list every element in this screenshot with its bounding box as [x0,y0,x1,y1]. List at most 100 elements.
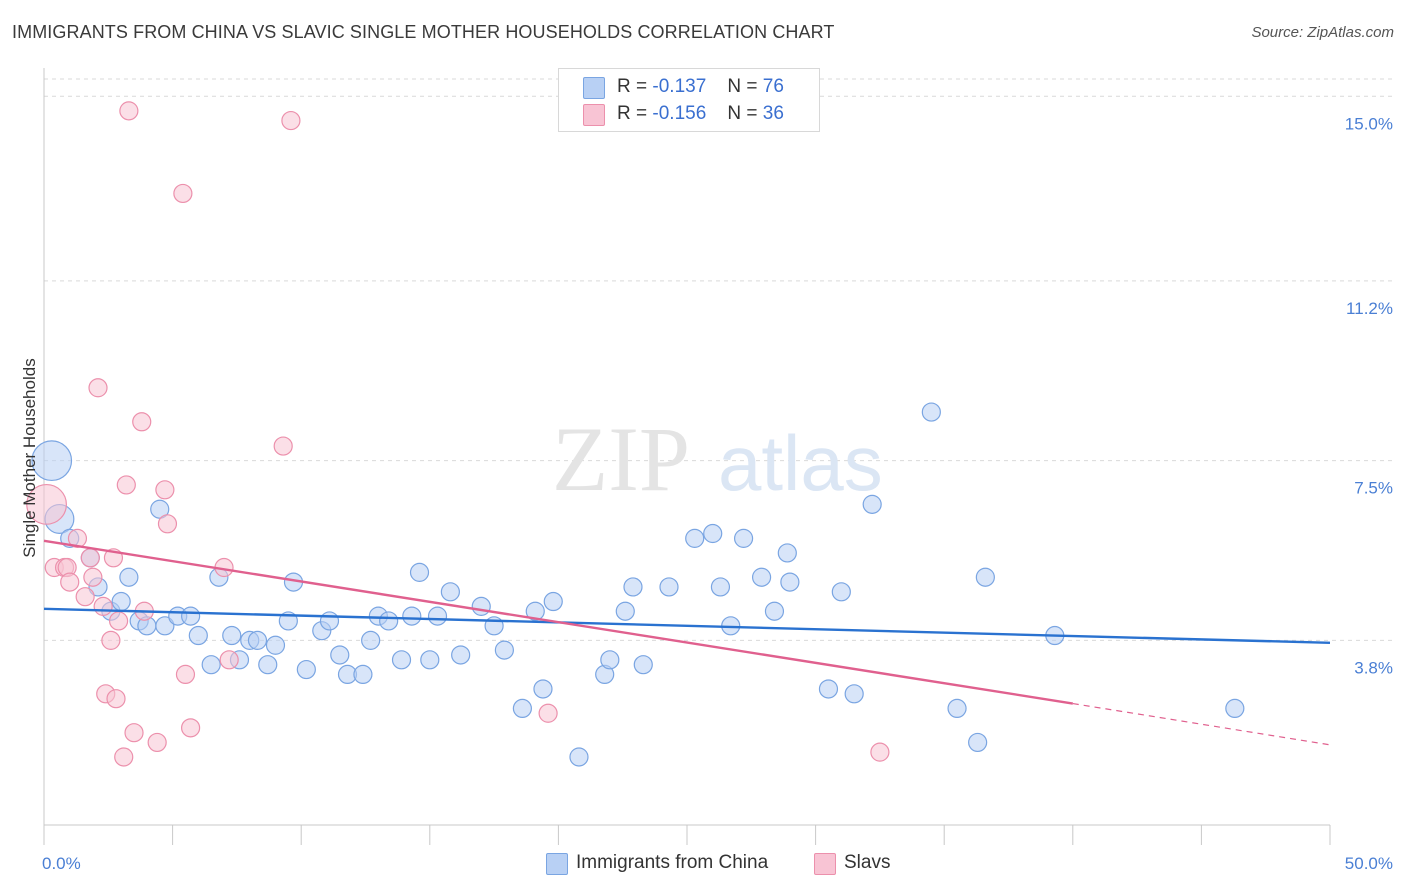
y-axis-label: Single Mother Households [20,358,39,557]
china-point [751,567,772,587]
china-point [361,630,381,650]
china-point [409,562,430,582]
china-point [968,732,988,753]
china-point [31,440,73,482]
slavs-point [119,101,139,121]
china-point [600,650,620,670]
china-point [181,606,201,626]
china-point [258,655,278,675]
slavs-point [93,596,113,616]
stats-legend: R = -0.137 N = 76 R = -0.156 N = 36 [558,68,820,132]
slavs-point [157,514,178,534]
y-tick-label: 3.8% [1354,658,1393,677]
legend-r-label: R = [617,103,648,124]
slavs-point [106,689,126,709]
slavs-trend-extension [1072,702,1331,746]
china-point [780,572,800,592]
x-tick-label-max: 50.0% [1345,854,1393,873]
china-point [265,635,286,655]
china-point [247,630,268,650]
china-point [319,611,340,631]
china-point [471,596,491,616]
x-tick-label-min: 0.0% [42,854,81,873]
trend-lines [43,539,1331,746]
watermark-zip: ZIP [552,408,690,510]
legend-r-value: -0.137 [652,76,707,97]
grid-lines [44,78,1392,641]
china-point [921,402,941,422]
slavs-point [108,611,129,631]
slavs-point [26,483,67,525]
china-point [427,606,448,626]
slavs-point [114,747,134,767]
china-trend-line [43,607,1331,645]
china-point [1225,698,1245,719]
slavs-point [80,548,100,568]
bottom-legend-label-slavs: Slavs [844,852,891,873]
china-point [512,698,532,719]
legend-n-value: 36 [762,103,784,124]
china-point [862,494,882,514]
bottom-legend-swatch-slavs [814,853,836,875]
slavs-point [83,567,103,587]
china-point [703,523,723,544]
china-point [844,684,864,704]
china-point [222,625,242,646]
china-point [733,528,754,548]
tick-labels: 3.8% 7.5% 11.2% 15.0% 0.0% 50.0% [42,114,1393,873]
slavs-point [147,732,167,753]
china-point [569,747,589,767]
y-tick-label: 11.2% [1346,299,1393,318]
slavs-point [75,587,95,607]
slavs-point [181,718,201,738]
slavs-point [60,572,80,592]
watermark-atlas: atlas [718,419,883,507]
slavs-point [116,475,136,495]
china-point [710,577,731,597]
china-point [296,659,316,680]
legend-n-label: N = [727,76,758,97]
slavs-point [273,436,293,456]
china-point [201,655,221,675]
china-point [764,601,785,621]
china-point [623,577,643,597]
china-point [831,582,851,602]
china-point [494,640,514,660]
bottom-legend-swatch-china [546,853,568,875]
slavs-point [219,650,239,670]
slavs-point [67,528,88,548]
china-point [379,611,399,631]
china-point [402,606,422,626]
china-point [119,567,139,587]
china-point [685,528,705,548]
y-tick-label: 15.0% [1345,114,1393,133]
legend-r-value: -0.156 [652,103,707,124]
china-point [155,616,175,636]
slavs-point [281,110,301,131]
slavs-point [538,703,558,723]
slavs-point [124,723,144,743]
china-point [659,577,679,597]
slavs-point [155,480,175,500]
legend-r-label: R = [617,76,648,97]
slavs-point [101,630,121,650]
china-point [353,664,373,685]
legend-n-label: N = [727,103,758,124]
china-point [330,645,350,665]
slavs-trend-line [43,539,1073,705]
china-point [615,601,635,621]
slavs-point [175,664,196,685]
china-point [633,655,653,675]
chart-title: IMMIGRANTS FROM CHINA VS SLAVIC SINGLE M… [12,22,835,42]
slavs-point [88,378,108,398]
china-point [533,679,553,699]
china-point [525,601,545,621]
legend-swatch-slavs [583,104,605,126]
legend-swatch-china [583,77,605,99]
china-point [188,625,208,646]
china-point [451,645,471,665]
china-point [543,591,563,612]
bottom-legend-label-china: Immigrants from China [576,852,769,873]
china-point [111,591,131,612]
